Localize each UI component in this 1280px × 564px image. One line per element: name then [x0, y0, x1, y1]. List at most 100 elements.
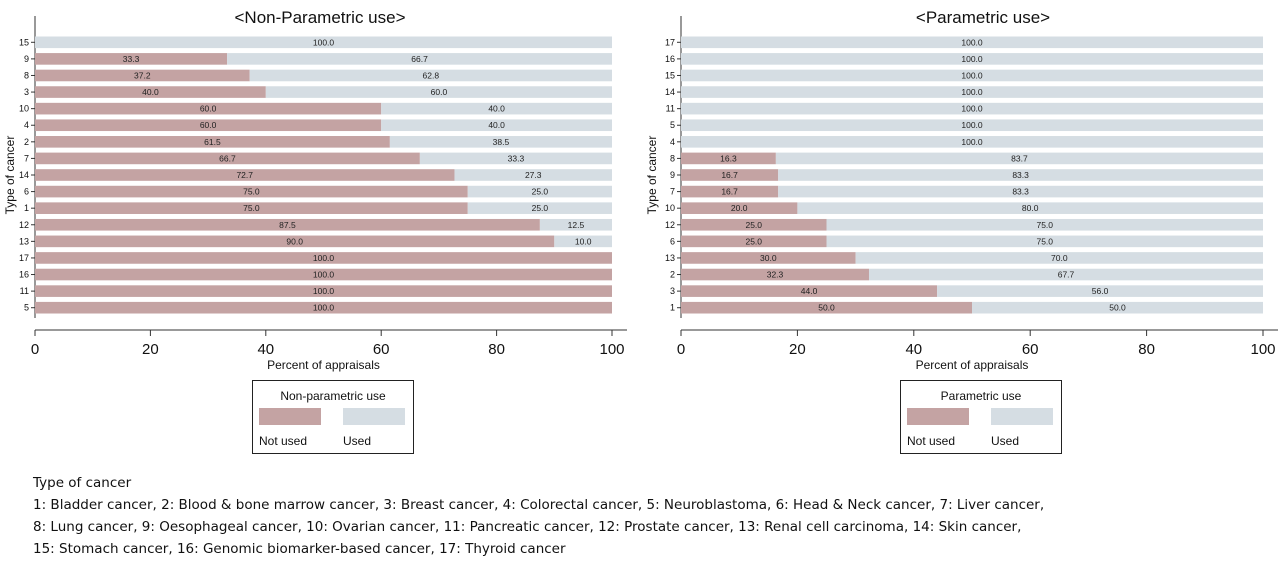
bar-used — [265, 86, 612, 98]
x-tick-label: 40 — [257, 341, 274, 358]
bar-not-used — [681, 202, 798, 214]
bar-used — [389, 136, 612, 148]
bar-used — [467, 202, 612, 214]
y-tick-label: 6 — [24, 187, 29, 197]
y-tick-label: 10 — [665, 203, 675, 213]
x-tick-label: 20 — [789, 341, 806, 358]
bar-not-used — [681, 152, 776, 165]
data-label-not-used: 30.0 — [760, 253, 777, 263]
bar-not-used — [681, 301, 972, 314]
data-label-used: 62.8 — [423, 70, 440, 80]
x-axis-title: Percent of appraisals — [916, 358, 1029, 372]
bar-not-used — [35, 53, 228, 65]
bar-not-used — [35, 285, 612, 297]
y-tick-label: 12 — [19, 220, 29, 230]
y-tick-label: 9 — [670, 170, 675, 180]
bar-not-used — [35, 185, 468, 198]
bar-not-used — [681, 268, 869, 281]
bar-used — [778, 169, 1263, 181]
data-label-not-used: 16.7 — [721, 170, 738, 180]
bar-used — [826, 218, 1263, 231]
data-label-not-used: 61.5 — [204, 137, 221, 147]
data-label-used: 80.0 — [1022, 203, 1039, 213]
data-label-used: 75.0 — [1036, 236, 1053, 246]
y-tick-label: 7 — [670, 187, 675, 197]
x-tick-label: 0 — [31, 341, 39, 358]
bar-not-used — [35, 69, 250, 82]
data-label-used: 100.0 — [961, 137, 983, 147]
x-tick-label: 100 — [599, 341, 624, 358]
data-label-used: 100.0 — [961, 70, 983, 80]
x-tick-label: 60 — [373, 341, 390, 358]
bar-used — [855, 252, 1263, 264]
legend-swatch-used — [991, 408, 1053, 425]
data-label-used: 25.0 — [532, 187, 549, 197]
bar-not-used — [35, 152, 420, 165]
data-label-used: 100.0 — [961, 54, 983, 64]
x-tick-label: 0 — [677, 341, 685, 358]
bar-not-used — [35, 119, 382, 132]
y-tick-label: 6 — [670, 236, 675, 246]
data-label-used: 33.3 — [508, 153, 525, 163]
bar-used — [381, 102, 612, 115]
data-label-used: 67.7 — [1058, 270, 1075, 280]
x-tick-label: 20 — [142, 341, 159, 358]
bar-not-used — [681, 285, 938, 297]
chart-title: <Parametric use> — [916, 8, 1050, 27]
bar-used — [775, 152, 1263, 165]
bar-not-used — [681, 252, 856, 264]
bar-used — [681, 53, 1263, 65]
key-line-2: 8: Lung cancer, 9: Oesophageal cancer, 1… — [33, 519, 1022, 535]
bar-used — [681, 86, 1263, 98]
bar-not-used — [35, 102, 382, 115]
key-line-3: 15: Stomach cancer, 16: Genomic biomarke… — [33, 541, 566, 557]
y-tick-label: 10 — [19, 104, 29, 114]
data-label-used: 60.0 — [431, 87, 448, 97]
data-label-not-used: 33.3 — [123, 54, 140, 64]
data-label-not-used: 40.0 — [142, 87, 159, 97]
data-label-not-used: 75.0 — [243, 203, 260, 213]
bar-used — [554, 235, 612, 248]
legend-swatch-used — [343, 408, 405, 425]
bar-used — [419, 152, 612, 165]
data-label-used: 10.0 — [575, 236, 592, 246]
bar-used — [454, 169, 612, 181]
data-label-not-used: 90.0 — [286, 236, 303, 246]
y-axis-title: Type of cancer — [3, 136, 17, 215]
y-tick-label: 2 — [24, 137, 29, 147]
data-label-used: 12.5 — [568, 220, 585, 230]
data-label-not-used: 100.0 — [313, 253, 335, 263]
data-label-not-used: 100.0 — [313, 286, 335, 296]
y-tick-label: 15 — [665, 70, 675, 80]
bar-not-used — [681, 185, 779, 198]
y-tick-label: 14 — [19, 170, 29, 180]
key-heading: Type of cancer — [33, 475, 132, 491]
x-tick-label: 80 — [1138, 341, 1155, 358]
y-tick-label: 11 — [20, 286, 29, 296]
bar-not-used — [35, 252, 612, 264]
y-tick-label: 9 — [24, 54, 29, 64]
data-label-used: 100.0 — [961, 37, 983, 47]
y-tick-label: 1 — [670, 303, 675, 313]
data-label-used: 100.0 — [961, 87, 983, 97]
data-label-not-used: 20.0 — [731, 203, 748, 213]
data-label-used: 25.0 — [532, 203, 549, 213]
data-label-not-used: 16.7 — [721, 187, 738, 197]
bar-not-used — [35, 235, 555, 248]
y-tick-label: 7 — [24, 153, 29, 163]
data-label-used: 75.0 — [1036, 220, 1053, 230]
bar-not-used — [35, 86, 266, 98]
data-label-used: 83.7 — [1011, 153, 1028, 163]
x-tick-label: 60 — [1022, 341, 1039, 358]
legend-parametric: Parametric use Not used Used — [900, 380, 1062, 454]
data-label-used: 40.0 — [488, 120, 505, 130]
y-axis-title: Type of cancer — [645, 136, 659, 215]
legend-label-not-used: Not used — [907, 434, 956, 448]
y-tick-label: 3 — [24, 87, 29, 97]
x-tick-label: 40 — [905, 341, 922, 358]
data-label-used: 83.3 — [1012, 170, 1029, 180]
data-label-not-used: 25.0 — [745, 220, 762, 230]
y-tick-label: 13 — [19, 236, 29, 246]
y-tick-label: 11 — [666, 104, 675, 114]
chart-title: <Non-Parametric use> — [234, 8, 405, 27]
